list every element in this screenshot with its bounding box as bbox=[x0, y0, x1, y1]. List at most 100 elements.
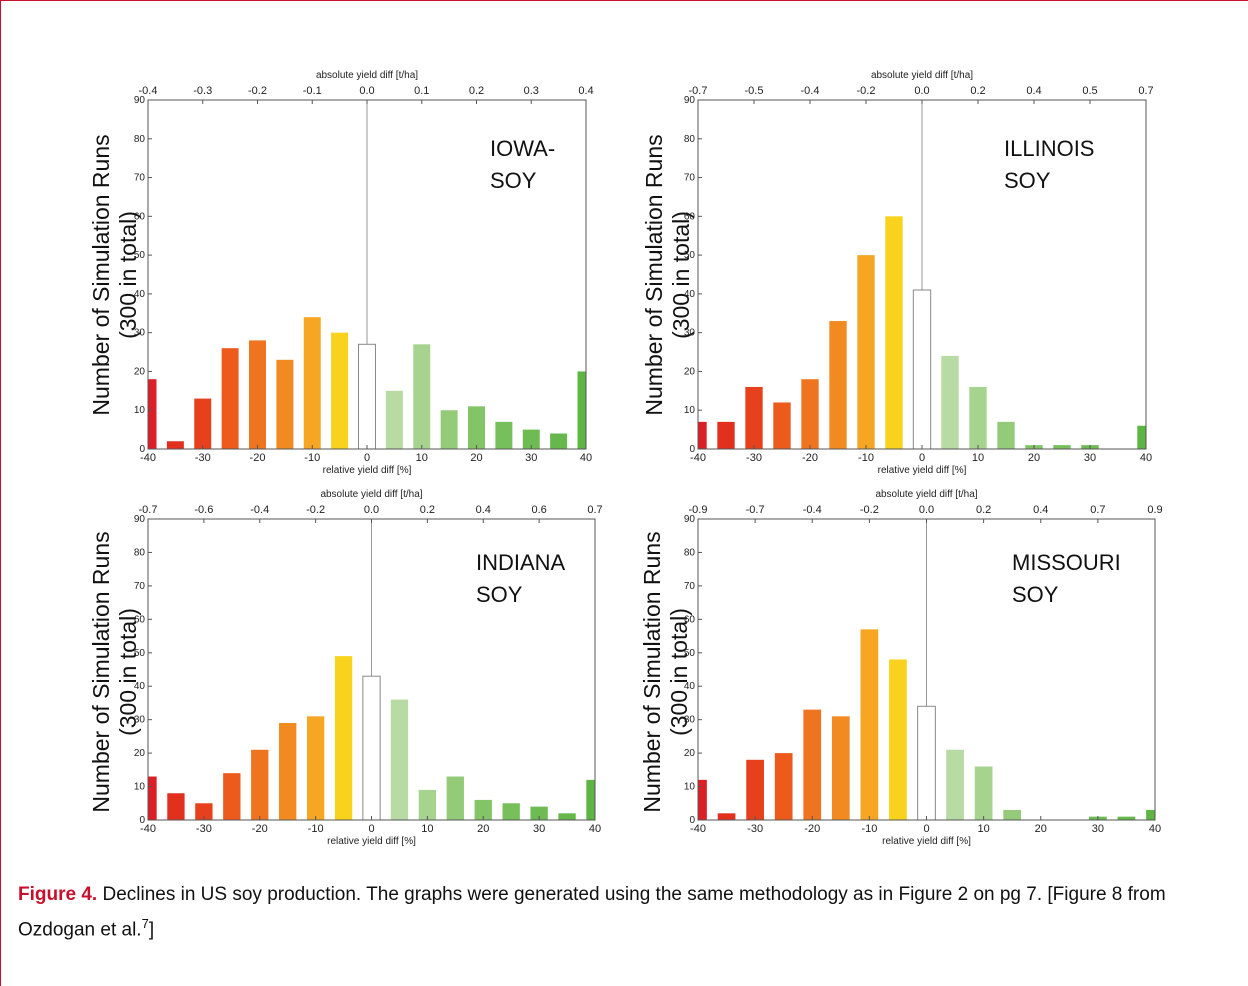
y-tick-label: 90 bbox=[134, 95, 146, 106]
bar bbox=[502, 803, 520, 820]
bar bbox=[773, 402, 791, 449]
top-tick-label: 0.7 bbox=[1090, 504, 1105, 516]
bar bbox=[1053, 445, 1071, 449]
top-tick-label: 0.2 bbox=[420, 504, 435, 516]
x-tick-label: 10 bbox=[416, 452, 428, 464]
bar bbox=[801, 379, 819, 449]
y-tick-label: 90 bbox=[684, 514, 696, 525]
top-tick-label: -0.6 bbox=[194, 504, 213, 516]
x-tick-label: 30 bbox=[1092, 823, 1104, 835]
bar bbox=[390, 699, 409, 820]
top-tick-label: 0.4 bbox=[578, 85, 593, 97]
top-tick-label: -0.4 bbox=[801, 85, 820, 97]
bar bbox=[558, 813, 576, 820]
x-tick-label: 40 bbox=[1149, 823, 1161, 835]
y-tick-label: 90 bbox=[134, 514, 146, 525]
y-tick-label: 40 bbox=[134, 681, 146, 692]
top-tick-label: 0.2 bbox=[976, 504, 991, 516]
frame-left-rule bbox=[0, 0, 1, 986]
figure-number: Figure 4. bbox=[18, 884, 98, 905]
x-axis-label: relative yield diff [%] bbox=[327, 836, 416, 847]
x-tick-label: 0 bbox=[923, 823, 929, 835]
x-tick-label: -20 bbox=[804, 823, 820, 835]
top-tick-label: 0.4 bbox=[476, 504, 491, 516]
bar bbox=[1146, 809, 1155, 820]
bar bbox=[446, 776, 464, 820]
caption-text: Declines in US soy production. The graph… bbox=[18, 884, 1166, 941]
bar bbox=[167, 793, 185, 820]
x-tick-label: -10 bbox=[861, 823, 877, 835]
y-tick-label: 0 bbox=[139, 444, 145, 455]
top-tick-label: 0.3 bbox=[524, 85, 539, 97]
bar bbox=[303, 317, 321, 449]
top-tick-label: -0.2 bbox=[248, 85, 267, 97]
y-tick-label: 80 bbox=[134, 547, 146, 558]
y-tick-label: 40 bbox=[134, 289, 146, 300]
top-tick-label: -0.5 bbox=[745, 85, 764, 97]
x-tick-label: -30 bbox=[746, 452, 762, 464]
illinois-state-label: ILLINOIS SOY bbox=[1004, 136, 1095, 193]
x-axis-label: relative yield diff [%] bbox=[878, 465, 967, 476]
y-tick-label: 50 bbox=[684, 648, 696, 659]
bar bbox=[221, 348, 239, 449]
y-tick-label: 0 bbox=[139, 815, 145, 826]
x-tick-label: -40 bbox=[140, 823, 156, 835]
y-tick-label: 30 bbox=[684, 328, 696, 339]
bar bbox=[251, 749, 269, 820]
bar bbox=[857, 255, 875, 449]
bar bbox=[550, 433, 568, 449]
bar bbox=[717, 421, 735, 449]
y-tick-label: 20 bbox=[684, 366, 696, 377]
x-tick-label: -20 bbox=[252, 823, 268, 835]
x-tick-label: 30 bbox=[1084, 452, 1096, 464]
bar bbox=[829, 321, 847, 449]
top-tick-label: -0.7 bbox=[689, 85, 708, 97]
bar bbox=[495, 421, 513, 449]
bar bbox=[698, 779, 707, 820]
y-tick-label: 10 bbox=[684, 405, 696, 416]
top-tick-label: -0.2 bbox=[306, 504, 325, 516]
top-tick-label: 0.0 bbox=[914, 85, 929, 97]
x-tick-label: 20 bbox=[470, 452, 482, 464]
bar bbox=[974, 766, 993, 820]
indiana-state-label: INDIANA SOY bbox=[476, 550, 566, 607]
top-tick-label: -0.3 bbox=[193, 85, 212, 97]
bar bbox=[969, 386, 987, 449]
bar bbox=[917, 705, 936, 821]
bar bbox=[418, 789, 437, 820]
y-tick-label: 80 bbox=[684, 547, 696, 558]
bar bbox=[885, 216, 903, 449]
x-tick-label: 30 bbox=[533, 823, 545, 835]
x-tick-label: -40 bbox=[690, 452, 706, 464]
top-axis-label: absolute yield diff [t/ha] bbox=[875, 489, 977, 500]
top-tick-label: 0.4 bbox=[1033, 504, 1048, 516]
top-tick-label: 0.6 bbox=[531, 504, 546, 516]
bar bbox=[997, 421, 1015, 449]
x-tick-label: 20 bbox=[1035, 823, 1047, 835]
bar bbox=[889, 659, 907, 820]
bar bbox=[717, 813, 736, 820]
missouri-state-label: MISSOURI SOY bbox=[1012, 550, 1121, 607]
x-tick-label: 40 bbox=[580, 452, 592, 464]
top-tick-label: 0.9 bbox=[1147, 504, 1162, 516]
x-tick-label: 10 bbox=[972, 452, 984, 464]
bar bbox=[334, 656, 353, 820]
top-tick-label: -0.4 bbox=[803, 504, 822, 516]
top-tick-label: -0.4 bbox=[250, 504, 269, 516]
bar bbox=[522, 429, 540, 449]
bar bbox=[1117, 816, 1136, 820]
bar bbox=[166, 441, 184, 449]
bar bbox=[279, 723, 297, 820]
bar bbox=[413, 344, 431, 449]
y-tick-label: 80 bbox=[134, 134, 146, 145]
top-tick-label: 0.0 bbox=[364, 504, 379, 516]
top-tick-label: 0.7 bbox=[1138, 85, 1153, 97]
bar bbox=[306, 716, 325, 820]
bar bbox=[468, 406, 485, 449]
x-tick-label: 10 bbox=[421, 823, 433, 835]
y-tick-label: 30 bbox=[134, 715, 146, 726]
